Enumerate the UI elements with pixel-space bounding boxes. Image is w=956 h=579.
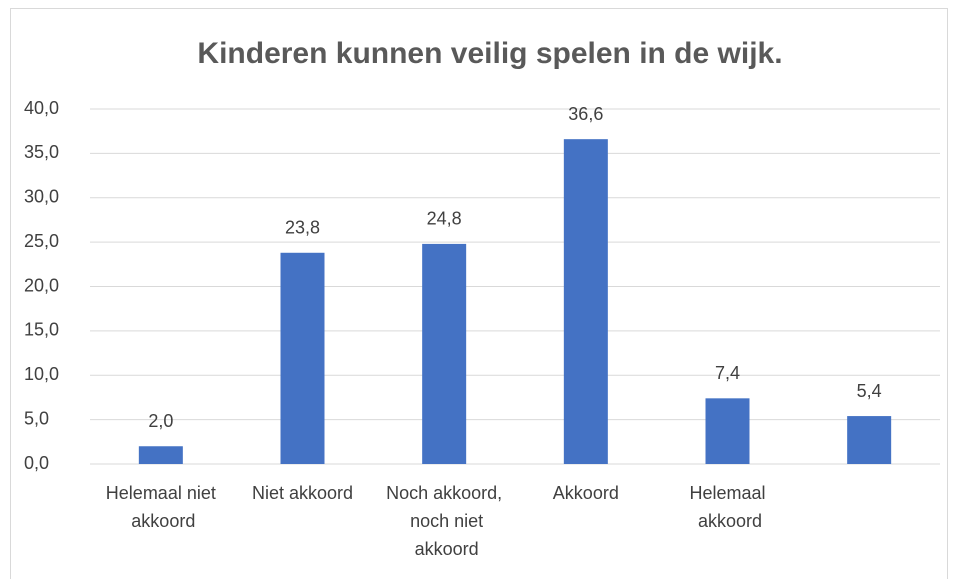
- data-label: 36,6: [568, 104, 603, 124]
- y-tick-label: 0,0: [24, 453, 49, 473]
- x-tick-label: Helemaal niet akkoord: [106, 483, 216, 531]
- x-tick-label: Niet akkoord: [252, 483, 353, 503]
- data-label: 24,8: [427, 209, 462, 229]
- y-tick-label: 35,0: [24, 142, 59, 162]
- y-tick-label: 25,0: [24, 231, 59, 251]
- data-label: 5,4: [857, 381, 882, 401]
- y-tick-label: 30,0: [24, 187, 59, 207]
- y-tick-label: 40,0: [24, 98, 59, 118]
- y-tick-label: 20,0: [24, 275, 59, 295]
- y-tick-label: 5,0: [24, 408, 49, 428]
- data-label: 7,4: [715, 363, 740, 383]
- x-tick-label: Akkoord: [553, 483, 619, 503]
- bar: [563, 139, 608, 465]
- bar: [138, 446, 183, 464]
- y-tick-label: 10,0: [24, 364, 59, 384]
- x-tick-label: Noch akkoord, noch niet akkoord: [386, 483, 502, 559]
- x-tick-label: Helemaal akkoord: [689, 483, 765, 531]
- bar: [422, 243, 467, 464]
- chart-frame: [10, 8, 948, 579]
- bar: [280, 252, 325, 464]
- y-tick-label: 15,0: [24, 320, 59, 340]
- data-label: 23,8: [285, 218, 320, 238]
- bar: [847, 416, 892, 464]
- data-label: 2,0: [148, 411, 173, 431]
- chart-title: Kinderen kunnen veilig spelen in de wijk…: [197, 37, 782, 70]
- bar: [705, 398, 750, 464]
